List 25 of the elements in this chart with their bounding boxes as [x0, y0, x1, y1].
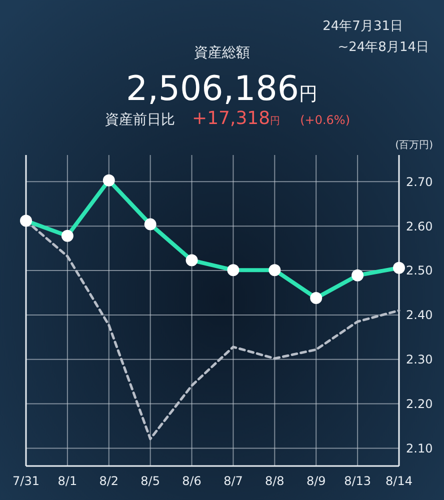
chart-title: 資産総額 — [194, 45, 250, 61]
x-tick-label: 8/7 — [224, 474, 243, 488]
y-tick-label: 2.40 — [406, 308, 433, 322]
text: +17,318円 — [192, 108, 280, 129]
y-axis-title: (百万円) — [395, 140, 434, 151]
x-tick-label: 8/9 — [306, 474, 326, 488]
text: 24年7月31日 — [322, 19, 403, 34]
y-tick-label: 2.20 — [406, 397, 433, 411]
text: 資産前日比 — [105, 112, 175, 128]
text: ~24年8月14日 — [338, 40, 429, 55]
x-tick-label: 8/6 — [182, 474, 202, 488]
x-tick-label: 8/1 — [58, 474, 78, 488]
y-tick-label: 2.60 — [406, 219, 433, 234]
y-tick-label: 2.70 — [406, 174, 433, 189]
x-tick-label: 8/8 — [265, 474, 284, 488]
x-tick-label: 8/2 — [99, 474, 119, 488]
x-tick-label: 8/13 — [344, 474, 372, 488]
y-tick-label: 2.50 — [406, 264, 433, 278]
chart-subtitle: 2,506,186円 — [126, 69, 318, 109]
text: (+0.6%) — [300, 113, 350, 127]
x-tick-label: 8/14 — [386, 474, 412, 488]
y-tick-label: 2.30 — [406, 352, 433, 367]
x-tick-label: 8/5 — [140, 474, 160, 488]
x-tick-label: 7/31 — [12, 474, 40, 488]
y-tick-label: 2.10 — [406, 441, 433, 456]
